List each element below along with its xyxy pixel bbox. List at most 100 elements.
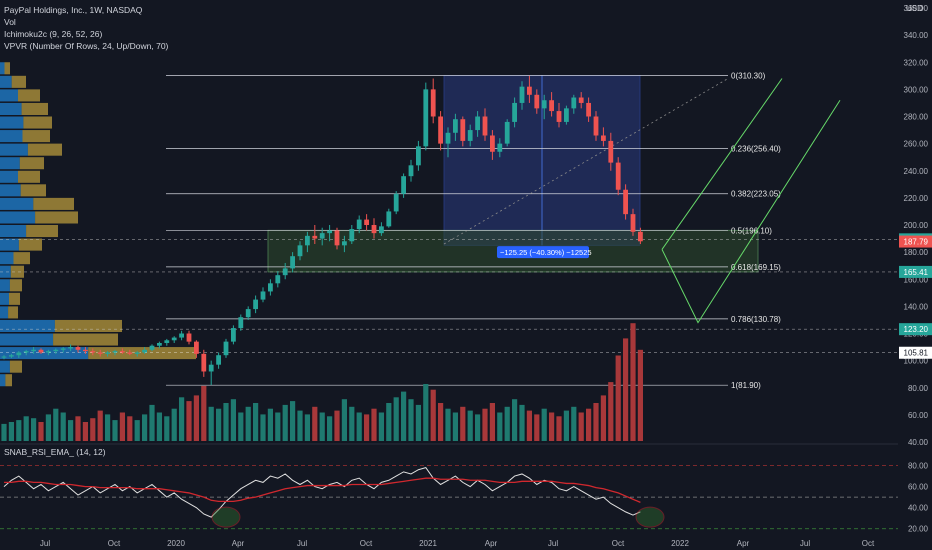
volume-bar <box>489 403 495 441</box>
volume-bar <box>630 323 636 441</box>
candle-body <box>97 352 103 354</box>
volume-bar <box>290 401 296 441</box>
profile-row-up <box>0 130 23 143</box>
volume-bar <box>275 412 281 441</box>
price-tick: 100.00 <box>904 357 929 366</box>
candle-body <box>334 230 340 246</box>
candle-body <box>349 229 355 242</box>
price-badge-label: 187.79 <box>904 238 929 247</box>
profile-row-up <box>0 238 19 251</box>
candle-body <box>238 317 244 329</box>
volume-bar <box>16 420 22 441</box>
candle-body <box>393 193 399 212</box>
candle-body <box>445 132 451 144</box>
volume-bar <box>623 338 629 441</box>
profile-row-down <box>54 319 122 332</box>
candle-body <box>1 356 7 358</box>
price-badge-label: 123.20 <box>904 325 929 334</box>
volume-bar <box>364 414 370 441</box>
time-tick: 2021 <box>419 539 437 548</box>
volume-bar <box>512 399 518 441</box>
candle-body <box>186 333 192 342</box>
candle-body <box>460 119 466 141</box>
candle-body <box>578 97 584 103</box>
volume-bar <box>31 418 37 441</box>
price-badge-label: 165.41 <box>904 268 929 277</box>
candle-body <box>179 333 184 338</box>
volume-bar <box>386 403 392 441</box>
candle-body <box>245 309 251 318</box>
time-tick: Oct <box>612 539 625 548</box>
volume-bar <box>1 423 7 441</box>
volume-bar <box>549 412 555 441</box>
volume-bar <box>526 410 532 441</box>
profile-row-up <box>0 279 10 292</box>
volume-bar <box>415 404 421 441</box>
price-badge <box>899 346 932 359</box>
candle-body <box>342 241 347 246</box>
candle-body <box>171 337 177 341</box>
volume-bar <box>586 408 592 441</box>
candle-body <box>216 355 221 365</box>
candle-body <box>319 233 325 239</box>
volume-bar <box>578 412 584 441</box>
candle-body <box>223 341 229 356</box>
price-badge-label: 105.81 <box>904 349 929 358</box>
time-tick: Oct <box>360 539 373 548</box>
profile-row-down <box>10 265 24 278</box>
candle-body <box>438 116 443 144</box>
profile-row-up <box>0 306 9 319</box>
volume-bar <box>341 399 347 441</box>
candle-body <box>260 291 266 300</box>
volume-bar <box>571 406 577 441</box>
time-tick: 2022 <box>671 539 689 548</box>
candle-body <box>46 351 51 353</box>
price-tick: 40.00 <box>908 438 929 447</box>
candle-body <box>75 347 81 350</box>
indicator-ichimoku[interactable]: Ichimoku2c (9, 26, 52, 26) <box>4 29 103 39</box>
volume-bar <box>260 414 266 441</box>
profile-row-down <box>33 197 74 210</box>
volume-bar <box>356 412 362 441</box>
candle-body <box>201 353 207 372</box>
time-tick: Jul <box>40 539 50 548</box>
candle-body <box>208 364 214 372</box>
candle-body <box>275 275 281 284</box>
volume-bar <box>556 416 562 441</box>
volume-bar <box>519 404 525 441</box>
price-badge <box>899 235 932 248</box>
volume-bar <box>438 403 444 441</box>
fib-retracement[interactable]: 0(310.30) 0.236(256.40) 0.382(223.05) 0.5(1… <box>0 71 898 390</box>
volume-bar <box>608 382 614 441</box>
indicator-rsi[interactable]: SNAB_RSI_EMA_ (14, 12) <box>4 447 106 457</box>
indicator-vpvr[interactable]: VPVR (Number Of Rows, 24, Up/Down, 70) <box>4 41 169 51</box>
candle-body <box>564 108 569 122</box>
volume-bar <box>371 408 377 441</box>
fib-label: 0.786(130.78) <box>731 315 781 324</box>
profile-row-up <box>0 170 18 183</box>
rsi-tick: 60.00 <box>908 483 929 492</box>
profile-row-down <box>19 157 44 170</box>
fib-label: 0.236(256.40) <box>731 145 781 154</box>
price-tick: 340.00 <box>904 31 929 40</box>
profile-row-up <box>0 116 24 129</box>
price-tick: 140.00 <box>904 302 929 311</box>
volume-bar <box>201 385 207 441</box>
candle-body <box>297 245 303 257</box>
time-tick: Oct <box>108 539 121 548</box>
price-tick: 200.00 <box>904 221 929 230</box>
volume-bar <box>23 416 29 441</box>
volume-bar <box>482 408 488 441</box>
price-tick: 320.00 <box>904 58 929 67</box>
profile-row-up <box>0 211 36 224</box>
symbol-title[interactable]: PayPal Holdings, Inc., 1W, NASDAQ <box>4 5 143 15</box>
profile-row-up <box>0 374 6 387</box>
volume-bar <box>267 408 273 441</box>
price-tick: 300.00 <box>904 85 929 94</box>
volume-bar <box>75 416 81 441</box>
volume-bar <box>312 406 318 441</box>
volume-bar <box>637 349 643 441</box>
indicator-vol[interactable]: Vol <box>4 17 16 27</box>
candle-body <box>31 349 36 352</box>
